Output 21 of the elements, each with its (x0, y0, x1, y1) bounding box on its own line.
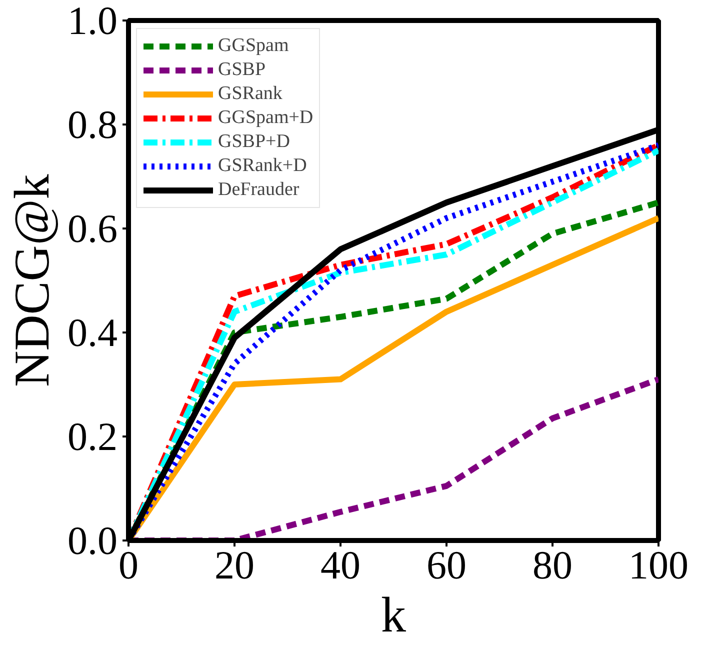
legend-label: GSBP+D (218, 131, 290, 153)
x-tick-label: 40 (320, 542, 360, 588)
x-axis-title: k (381, 586, 406, 642)
legend-label: GSRank+D (218, 155, 307, 177)
legend-label: DeFrauder (218, 179, 300, 201)
y-tick-label: 0.0 (68, 518, 118, 563)
y-tick-label: 0.8 (68, 102, 118, 147)
x-tick-label: 80 (532, 542, 572, 588)
y-tick-label: 0.4 (68, 310, 118, 355)
x-tick-label: 100 (628, 542, 688, 588)
y-tick-label: 0.6 (68, 206, 118, 251)
legend-label: GSRank (218, 83, 282, 105)
legend-label: GGSpam+D (218, 107, 314, 129)
y-tick-label: 0.2 (68, 414, 118, 459)
x-tick-label: 0 (118, 542, 138, 588)
y-axis-title: NDCG@k (4, 174, 60, 387)
x-tick-label: 60 (426, 542, 466, 588)
legend-label: GSBP (218, 59, 266, 81)
legend-label: GGSpam (218, 35, 289, 57)
x-tick-label: 20 (214, 542, 254, 588)
y-tick-label: 1.0 (68, 0, 118, 43)
